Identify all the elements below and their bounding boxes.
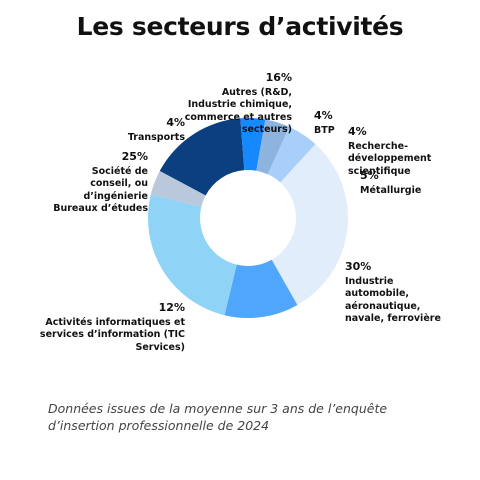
chart-title: Les secteurs d’activités xyxy=(76,12,404,41)
segment-label: 30% Industrie automobile, aéronautique, n… xyxy=(345,260,455,326)
category-label: Métallurgie xyxy=(360,184,422,196)
category-label: Société de conseil, ou d’ingénierie Bure… xyxy=(53,165,148,215)
donut-segment xyxy=(256,119,290,175)
value-label: 4% xyxy=(314,109,333,122)
value-label: 12% xyxy=(158,301,185,314)
donut-segment xyxy=(147,194,237,316)
note: Données issues de la moyenne sur 3 ans d… xyxy=(48,401,388,433)
category-label: BTP xyxy=(314,124,335,136)
donut-segment xyxy=(267,126,316,183)
donut-segment xyxy=(240,118,266,171)
value-label: 4% xyxy=(348,125,367,138)
donut-segment xyxy=(150,171,206,207)
donut-segment xyxy=(159,118,245,196)
segment-label: 4% BTP xyxy=(314,109,374,137)
segment-label: 4% Recherche-développement scientifique xyxy=(348,125,473,178)
value-label: 16% xyxy=(265,71,292,84)
segment-label: 5% Métallurgie xyxy=(360,169,450,197)
value-label: 30% xyxy=(345,260,372,273)
value-label: 4% xyxy=(166,116,185,129)
segment-label: 4% Transports xyxy=(105,116,185,144)
value-label: 25% xyxy=(121,150,148,163)
category-label: Autres (R&D, Industrie chimique, commerc… xyxy=(184,86,292,136)
segment-label: 12% Activités informatiques et services d… xyxy=(15,301,185,354)
category-label: Transports xyxy=(127,131,185,143)
category-label: Industrie automobile, aéronautique, nava… xyxy=(345,275,441,325)
category-label: Recherche-développement scientifique xyxy=(348,140,432,177)
value-label: 5% xyxy=(360,169,379,182)
segment-label: 25% Société de conseil, ou d’ingénierie B… xyxy=(48,150,148,216)
donut-segment xyxy=(271,144,348,305)
segment-label: 16% Autres (R&D, Industrie chimique, comm… xyxy=(182,71,292,137)
donut-segment xyxy=(224,259,298,318)
category-label: Activités informatiques et services d’in… xyxy=(39,316,185,353)
